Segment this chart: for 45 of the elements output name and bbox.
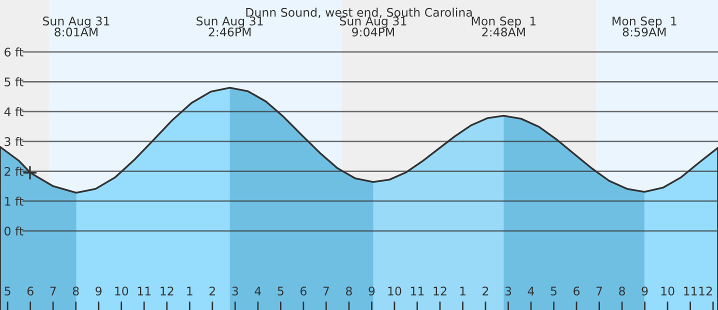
x-tick-label: 4: [528, 286, 534, 296]
annotation: Sun Aug 31 9:04PM: [340, 16, 406, 36]
x-tick-label: 12: [434, 286, 446, 296]
y-tick-label: 1 ft: [5, 196, 24, 206]
y-tick-label: 2 ft: [4, 166, 24, 176]
y-tick-label: 6 ft: [4, 47, 24, 57]
annotation: Mon Sep 1 8:59AM: [612, 16, 676, 36]
annotation: Mon Sep 1 2:48AM: [472, 16, 536, 36]
x-tick-label: 8: [619, 286, 625, 296]
x-tick-label: 10: [115, 286, 128, 296]
x-tick-label: 8: [72, 286, 79, 296]
y-tick-label: 3 ft: [4, 136, 24, 146]
x-tick-label: 6: [27, 286, 34, 296]
x-tick-label: 1: [187, 286, 192, 296]
text: Dunn Sound, west end, South Carolina: [246, 8, 472, 18]
x-tick-label: 10: [661, 286, 674, 296]
annotation: Sun Aug 31 8:01AM: [43, 16, 110, 36]
x-tick-label: 11: [138, 286, 151, 296]
x-tick-label: 7: [50, 286, 56, 296]
x-tick-label: 6: [300, 286, 306, 296]
y-tick-label: 0 ft: [4, 226, 24, 236]
x-tick-label: 7: [323, 286, 329, 296]
x-tick-label: 12: [160, 286, 174, 296]
x-tick-label: 7: [596, 286, 602, 296]
x-tick-label: 9: [96, 286, 102, 296]
annotation: Sun Aug 31 2:46PM: [196, 16, 263, 36]
x-tick-label: 3: [232, 286, 238, 296]
x-tick-label: 5: [278, 286, 284, 296]
x-tick-label: 11: [684, 286, 697, 296]
y-tick-label: 5 ft: [4, 77, 24, 86]
x-tick-label: 9: [368, 286, 375, 296]
x-tick-label: 2: [210, 286, 215, 296]
x-tick-label: 12: [699, 286, 712, 296]
x-tick-label: 4: [254, 286, 262, 296]
x-tick-label: 6: [574, 286, 580, 296]
x-tick-label: 2: [482, 286, 488, 296]
x-tick-label: 5: [550, 286, 556, 296]
x-tick-label: 5: [4, 286, 10, 296]
x-tick-label: 3: [505, 286, 512, 296]
x-tick-label: 11: [411, 286, 424, 296]
x-tick-label: 10: [388, 286, 402, 296]
x-tick-label: 8: [346, 286, 352, 296]
x-tick-label: 9: [642, 286, 648, 296]
y-tick-label: 4 ft: [4, 107, 24, 116]
x-tick-label: 1: [460, 286, 466, 296]
